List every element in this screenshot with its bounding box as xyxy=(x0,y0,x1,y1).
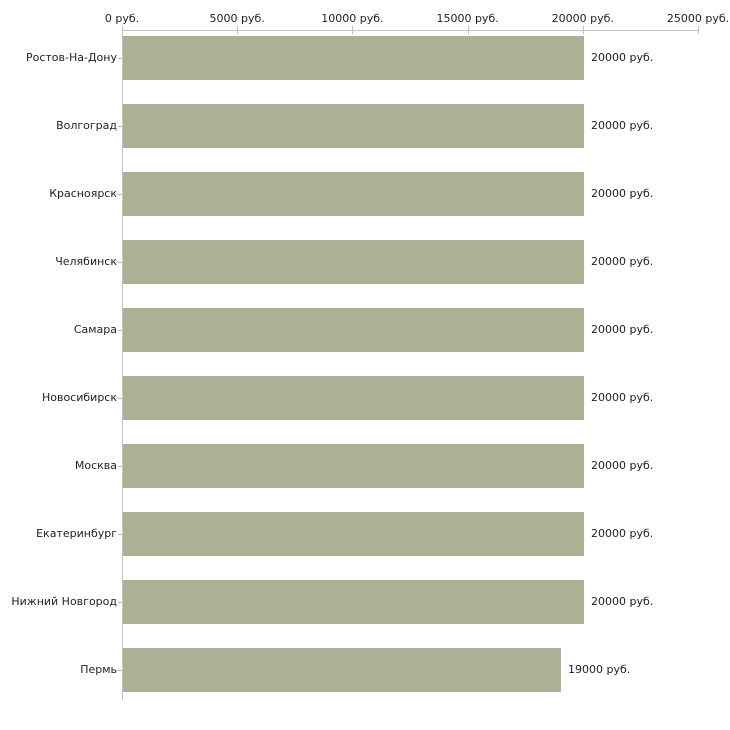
x-tick-label: 20000 руб. xyxy=(551,12,614,25)
y-tick-mark xyxy=(118,262,122,263)
bar xyxy=(123,104,584,148)
y-tick-mark xyxy=(118,398,122,399)
value-label: 20000 руб. xyxy=(591,119,654,132)
bar xyxy=(123,376,584,420)
y-tick-mark xyxy=(118,194,122,195)
y-tick-mark xyxy=(118,126,122,127)
x-tick-mark xyxy=(698,26,699,34)
category-label: Пермь xyxy=(80,663,117,676)
bar xyxy=(123,240,584,284)
category-label: Новосибирск xyxy=(41,391,117,404)
value-label: 20000 руб. xyxy=(591,255,654,268)
y-tick-mark xyxy=(118,602,122,603)
category-label: Красноярск xyxy=(49,187,117,200)
bar xyxy=(123,308,584,352)
x-axis-line xyxy=(122,30,699,31)
category-label: Екатеринбург xyxy=(36,527,117,540)
x-tick-mark xyxy=(352,26,354,34)
y-axis-line xyxy=(122,30,123,700)
category-label: Нижний Новгород xyxy=(11,595,117,608)
value-label: 20000 руб. xyxy=(591,527,654,540)
x-tick-label: 5000 руб. xyxy=(209,12,265,25)
value-label: 20000 руб. xyxy=(591,391,654,404)
bar xyxy=(123,512,584,556)
x-tick-label: 25000 руб. xyxy=(666,12,730,25)
y-tick-mark xyxy=(118,330,122,331)
x-tick-label: 10000 руб. xyxy=(321,12,384,25)
bar xyxy=(123,580,584,624)
value-label: 19000 руб. xyxy=(568,663,631,676)
category-label: Челябинск xyxy=(55,255,117,268)
x-tick-label: 0 руб. xyxy=(104,12,140,25)
x-tick-mark xyxy=(467,26,469,34)
y-tick-mark xyxy=(118,58,122,59)
category-label: Самара xyxy=(73,323,117,336)
y-tick-mark xyxy=(118,670,122,671)
x-tick-label: 15000 руб. xyxy=(436,12,499,25)
category-label: Москва xyxy=(74,459,117,472)
y-tick-mark xyxy=(118,466,122,467)
value-label: 20000 руб. xyxy=(591,595,654,608)
value-label: 20000 руб. xyxy=(591,51,654,64)
category-label: Волгоград xyxy=(56,119,117,132)
bar xyxy=(123,444,584,488)
value-label: 20000 руб. xyxy=(591,323,654,336)
x-tick-mark xyxy=(237,26,239,34)
x-tick-mark xyxy=(122,26,123,34)
x-tick-mark xyxy=(582,26,584,34)
category-label: Ростов-На-Дону xyxy=(25,51,117,64)
value-label: 20000 руб. xyxy=(591,187,654,200)
y-tick-mark xyxy=(118,534,122,535)
bar xyxy=(123,172,584,216)
value-label: 20000 руб. xyxy=(591,459,654,472)
bar xyxy=(123,36,584,80)
bar xyxy=(123,648,561,692)
